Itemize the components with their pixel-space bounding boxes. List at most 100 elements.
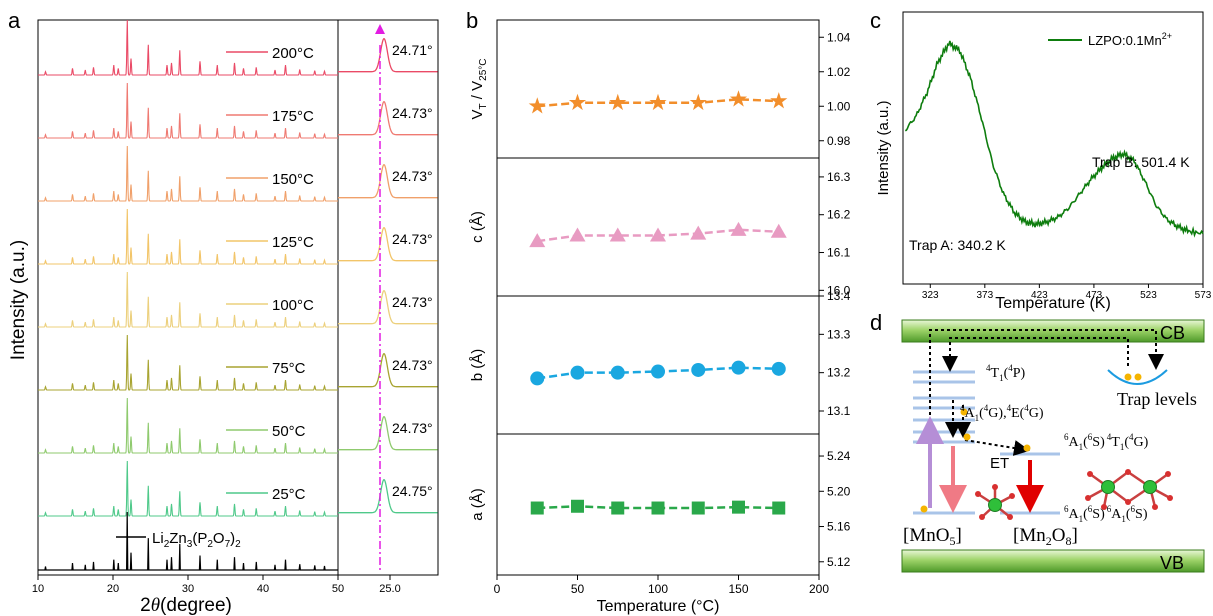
et-label: ET bbox=[990, 455, 1009, 472]
trace-label: 75°C bbox=[272, 360, 306, 377]
data-point bbox=[772, 501, 786, 515]
level-4t1-4p: 4T1(4P) bbox=[986, 363, 1026, 383]
panel-label-a: a bbox=[8, 8, 21, 33]
data-point bbox=[770, 223, 787, 238]
trap-a-annotation: Trap A: 340.2 K bbox=[909, 237, 1006, 253]
xrd-trace bbox=[38, 271, 338, 328]
data-point bbox=[729, 90, 748, 107]
y-tick-label: 13.4 bbox=[827, 289, 851, 303]
x-tick-label: 40 bbox=[257, 583, 269, 595]
peak-position-label: 24.73° bbox=[392, 294, 433, 310]
data-point bbox=[571, 499, 584, 513]
xrd-zoom-peak bbox=[338, 415, 438, 451]
trace-label: 25°C bbox=[272, 486, 306, 503]
panel-label-c: c bbox=[870, 8, 881, 33]
peak-position-label: 24.75° bbox=[392, 483, 433, 499]
subplot-ylabel: c (Å) bbox=[469, 211, 486, 243]
peak-position-label: 24.73° bbox=[392, 168, 433, 184]
data-point bbox=[691, 501, 705, 515]
y-tick-label: 1.02 bbox=[827, 65, 851, 79]
xrd-zoom-peak bbox=[338, 37, 438, 73]
data-point bbox=[528, 97, 546, 114]
data-point bbox=[771, 361, 786, 376]
data-point bbox=[611, 501, 625, 515]
panel-a-frame-right bbox=[337, 19, 439, 576]
cb-label: CB bbox=[1160, 323, 1185, 343]
data-point bbox=[770, 92, 788, 109]
data-point bbox=[651, 364, 665, 379]
peak-guide-arrow bbox=[375, 24, 385, 34]
panel-c-tl: 323 373 423 473 523 573 Intensity (a.u.) Temp… bbox=[875, 11, 1212, 312]
xrd-trace bbox=[38, 145, 338, 202]
mno5-label: [MnO5] bbox=[903, 525, 962, 548]
data-point bbox=[569, 227, 586, 242]
valence-band bbox=[901, 549, 1205, 573]
x-tick-label: 373 bbox=[976, 290, 993, 301]
trace-label: 125°C bbox=[272, 234, 314, 251]
x-tick-label: 200 bbox=[809, 582, 829, 596]
reference-pattern bbox=[38, 511, 338, 571]
xrd-zoom-peak bbox=[338, 478, 438, 514]
trap-levels-label: Trap levels bbox=[1117, 389, 1197, 409]
data-point bbox=[609, 93, 627, 111]
data-point bbox=[690, 225, 707, 240]
trace-label: 175°C bbox=[272, 108, 314, 125]
trapped-electron bbox=[1134, 373, 1142, 381]
mno5-polyhedron-icon bbox=[975, 484, 1015, 520]
data-point bbox=[730, 221, 747, 236]
panel-d-mechanism: CB VB Trap levels bbox=[901, 319, 1205, 573]
xrd-trace bbox=[38, 19, 338, 76]
data-point bbox=[570, 365, 585, 380]
excited-electron bbox=[960, 408, 968, 416]
panel-label-d: d bbox=[870, 310, 882, 335]
y-tick-label: 13.1 bbox=[827, 404, 851, 418]
mn2o8-label: [Mn2O8] bbox=[1013, 525, 1078, 548]
peak-position-label: 24.73° bbox=[392, 231, 433, 247]
data-point bbox=[691, 362, 706, 377]
panel-a-xlabel: 2θ(degree) bbox=[140, 595, 232, 616]
panel-b-xlabel: Temperature (°C) bbox=[597, 598, 720, 615]
panel-c-ylabel: Intensity (a.u.) bbox=[875, 100, 892, 195]
x-tick-label: 50 bbox=[332, 583, 344, 595]
y-tick-label: 5.20 bbox=[827, 484, 851, 498]
data-point bbox=[731, 360, 746, 375]
y-tick-label: 1.00 bbox=[827, 99, 851, 113]
xrd-trace bbox=[38, 397, 338, 454]
tl-curve bbox=[904, 40, 1204, 238]
mno5-levels bbox=[913, 370, 975, 515]
y-tick-label: 5.12 bbox=[827, 555, 851, 569]
panel-label-b: b bbox=[466, 8, 478, 33]
y-tick-label: 16.1 bbox=[827, 246, 851, 260]
y-tick-label: 13.2 bbox=[827, 366, 851, 380]
level-6a1-4t1: 6A1(6S) 4T1(4G) bbox=[1064, 432, 1149, 452]
xrd-zoom-peak bbox=[338, 100, 438, 136]
x-tick-label: 473 bbox=[1086, 290, 1103, 301]
x-tick-label: 0 bbox=[494, 582, 501, 596]
xrd-trace bbox=[38, 82, 338, 139]
transition-arrows bbox=[929, 329, 1164, 505]
x-tick-label: 25.0 bbox=[379, 583, 400, 595]
xrd-trace bbox=[38, 334, 338, 391]
level-6a1-6a1: 6A1(6S) 6A1(6S) bbox=[1064, 504, 1148, 524]
panel-c-legend: LZPO:0.1Mn2+ bbox=[1088, 31, 1172, 48]
peak-position-label: 24.71° bbox=[392, 42, 433, 58]
data-point bbox=[568, 93, 587, 111]
xrd-trace bbox=[38, 460, 338, 517]
excited-electron bbox=[963, 433, 971, 441]
level-4a1-4e: 4A1(4G),4E(4G) bbox=[960, 403, 1044, 423]
xrd-zoom-peak bbox=[338, 289, 438, 325]
x-tick-label: 423 bbox=[1031, 290, 1048, 301]
panel-a-xrd: 200°C 24.71° 175°C 24.73° 150°C 24.73° 125°C 24… bbox=[8, 19, 439, 616]
data-point bbox=[610, 365, 625, 380]
trace-label: 200°C bbox=[272, 45, 314, 62]
et-electron bbox=[1023, 444, 1031, 452]
data-point bbox=[689, 93, 707, 111]
data-point bbox=[732, 500, 745, 514]
data-point bbox=[529, 233, 546, 248]
x-tick-label: 150 bbox=[728, 582, 748, 596]
y-tick-label: 5.16 bbox=[827, 520, 851, 534]
y-tick-label: 1.04 bbox=[827, 30, 851, 44]
xrd-trace bbox=[38, 208, 338, 265]
y-tick-label: 0.98 bbox=[827, 134, 851, 148]
